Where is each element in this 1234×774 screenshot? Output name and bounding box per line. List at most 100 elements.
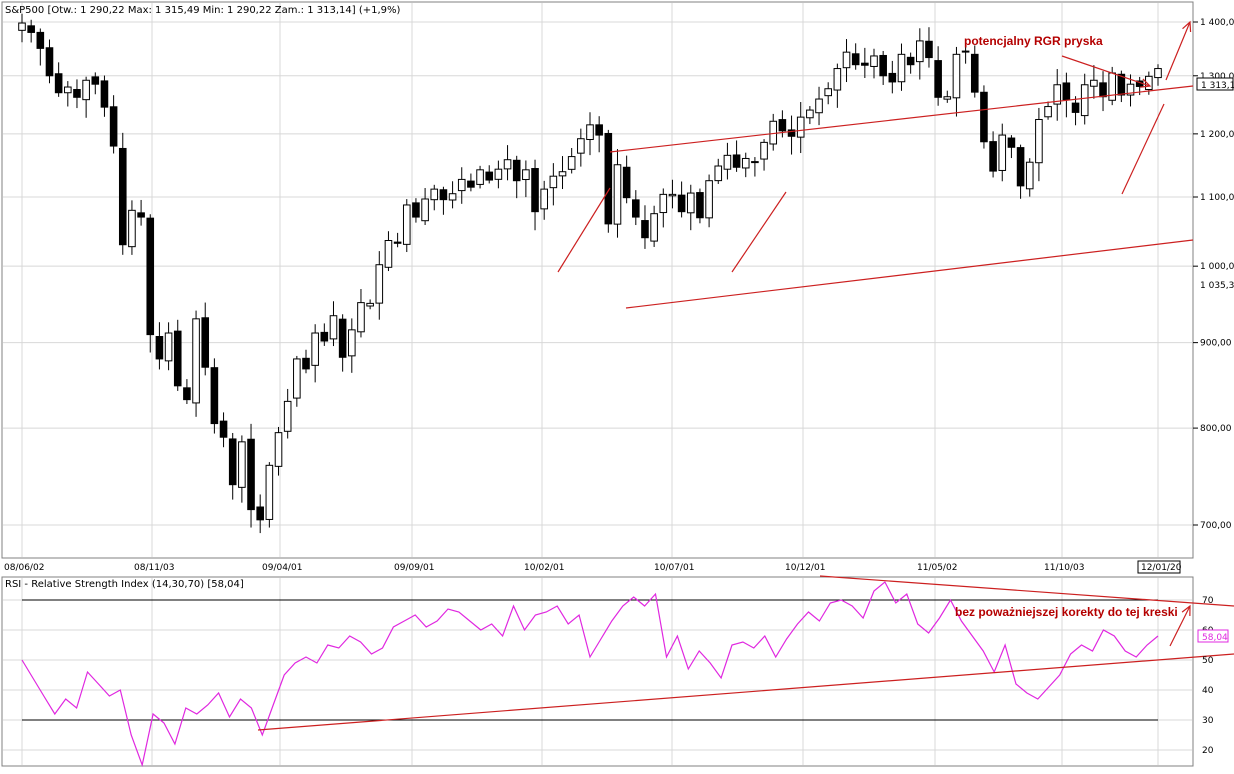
candle-body xyxy=(769,120,778,145)
candle-body xyxy=(109,106,118,147)
candle-body xyxy=(1035,118,1043,164)
candle-body xyxy=(412,202,420,218)
candle xyxy=(109,95,118,154)
price-last-value-box xyxy=(1196,77,1234,91)
candle xyxy=(293,355,301,407)
candle-body xyxy=(201,317,210,368)
candle xyxy=(18,13,26,43)
candle-body xyxy=(348,329,356,357)
candle xyxy=(595,116,603,153)
x-tick-label: 11/10/03 xyxy=(1044,563,1084,573)
candle-body xyxy=(531,168,539,213)
rsi-line xyxy=(21,581,1159,768)
rsi-last-value-label: 58,04 xyxy=(1202,633,1228,643)
candle-body xyxy=(961,50,970,53)
candle-body xyxy=(1080,84,1089,117)
candle xyxy=(686,184,695,231)
x-tick-label: 10/02/01 xyxy=(524,563,564,573)
candle-body xyxy=(128,209,136,248)
candle xyxy=(714,158,723,184)
candle xyxy=(485,165,494,184)
candle xyxy=(916,28,924,80)
candle-body xyxy=(357,302,365,333)
candle-body xyxy=(91,76,100,85)
candle-body xyxy=(741,157,750,169)
candle-body xyxy=(549,175,558,189)
candle xyxy=(613,149,622,238)
candle xyxy=(27,19,35,43)
arrow-to-breakout-head xyxy=(1140,78,1152,88)
price-y-tick-label: 1 000,00 xyxy=(1200,262,1234,272)
candle-body xyxy=(970,53,979,93)
candle-body xyxy=(36,31,45,49)
candle xyxy=(952,46,961,117)
axis-labels: 08/06/02 08/11/03 09/04/01 09/09/01 10/02/01… xyxy=(4,18,1234,756)
candle-body xyxy=(384,240,393,268)
candle-body xyxy=(980,91,988,143)
candle xyxy=(1035,107,1043,182)
candle xyxy=(741,152,750,178)
candle-body xyxy=(879,54,887,77)
candle-body xyxy=(430,188,439,201)
candle-body xyxy=(705,180,713,219)
candle xyxy=(366,299,374,310)
candle-body xyxy=(567,156,576,170)
candle-body xyxy=(842,51,851,69)
candle xyxy=(943,90,952,103)
rsi-y-tick-label: 70 xyxy=(1202,596,1214,606)
candle xyxy=(274,426,283,476)
x-tick-label: 11/05/02 xyxy=(917,563,957,573)
candle xyxy=(439,186,448,215)
candle-body xyxy=(274,432,283,467)
candle-body xyxy=(925,40,933,59)
candle xyxy=(311,324,319,383)
candle xyxy=(64,81,72,107)
x-tick-label: 09/04/01 xyxy=(262,563,302,573)
candle xyxy=(36,28,45,66)
candle xyxy=(1007,135,1016,159)
x-tick-last-box xyxy=(1137,560,1181,574)
price-y-tick-label: 1 200,00 xyxy=(1200,130,1234,140)
candle-body xyxy=(210,367,219,425)
x-tick-label: 12/01/20 xyxy=(1141,563,1182,573)
candle xyxy=(833,63,842,108)
trendline-lower-channel xyxy=(625,239,1194,309)
candle-body xyxy=(650,213,658,242)
candle-body xyxy=(668,193,677,197)
candle-body xyxy=(448,193,457,201)
candle-body xyxy=(686,192,695,214)
candle-body xyxy=(64,86,72,94)
candle xyxy=(402,199,411,253)
candle xyxy=(128,200,136,255)
candle xyxy=(732,140,741,172)
candle-body xyxy=(366,302,374,307)
candle-body xyxy=(137,212,145,218)
candle xyxy=(1044,101,1052,120)
candle-body xyxy=(952,53,961,99)
candle-body xyxy=(329,315,338,340)
candle xyxy=(604,129,613,233)
candle-body xyxy=(118,147,127,246)
candle xyxy=(1053,69,1062,121)
candle-body xyxy=(577,138,585,154)
candle-body xyxy=(796,116,805,138)
candle-body xyxy=(787,129,796,137)
candle xyxy=(622,155,631,204)
candle-body xyxy=(457,178,466,192)
candle-body xyxy=(1117,73,1126,96)
candle xyxy=(494,160,503,189)
candle xyxy=(210,358,219,434)
rsi-y-tick-label: 30 xyxy=(1202,716,1214,726)
candle-body xyxy=(622,166,631,199)
rsi-y-tick-label: 20 xyxy=(1202,746,1214,756)
candle-body xyxy=(1044,106,1052,118)
candle-body xyxy=(439,189,448,201)
candle-body xyxy=(677,194,686,213)
candle xyxy=(357,289,365,338)
candle xyxy=(970,45,979,98)
candle xyxy=(879,50,887,85)
candle xyxy=(393,232,402,248)
candle-body xyxy=(833,68,842,91)
candle xyxy=(457,167,466,204)
